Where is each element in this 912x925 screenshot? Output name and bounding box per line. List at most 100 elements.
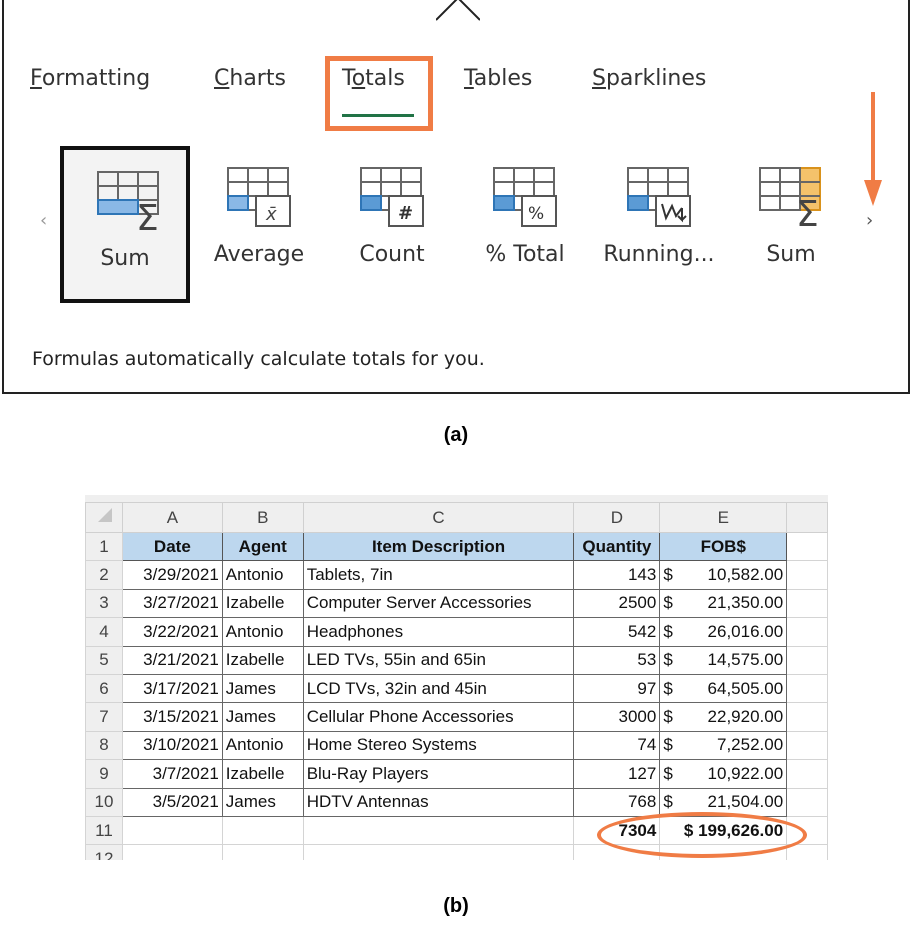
date-cell[interactable]: 3/29/2021	[121, 560, 223, 590]
empty-cell[interactable]	[786, 560, 828, 590]
header-cell[interactable]: Item Description	[302, 531, 575, 562]
item-description-cell[interactable]: Home Stereo Systems	[302, 730, 575, 761]
date-cell[interactable]: 3/15/2021	[121, 702, 223, 732]
empty-cell[interactable]	[786, 759, 828, 789]
empty-cell[interactable]	[786, 645, 828, 675]
tab-sparklines[interactable]: Sparklines	[592, 66, 707, 91]
fob-cell[interactable]: $10,922.00	[659, 759, 788, 789]
agent-cell[interactable]: Izabelle	[221, 588, 304, 619]
running-total-button[interactable]: Running...	[594, 146, 724, 303]
empty-cell[interactable]	[786, 531, 828, 562]
item-description-cell[interactable]: Tablets, 7in	[302, 560, 575, 590]
scroll-left-icon[interactable]: ‹	[40, 210, 48, 231]
column-header[interactable]: E	[659, 502, 788, 533]
header-cell[interactable]: Agent	[221, 531, 304, 562]
column-header[interactable]: B	[221, 502, 304, 533]
header-cell[interactable]: Date	[121, 531, 223, 562]
date-cell[interactable]: 3/27/2021	[121, 588, 223, 619]
fob-cell[interactable]: $14,575.00	[659, 645, 788, 675]
quantity-cell[interactable]: 2500	[573, 588, 661, 619]
select-all-corner[interactable]	[85, 502, 123, 533]
fob-cell[interactable]: $10,582.00	[659, 560, 788, 590]
empty-cell[interactable]	[786, 588, 828, 619]
agent-cell[interactable]: Antonio	[221, 560, 304, 590]
agent-cell[interactable]: Antonio	[221, 617, 304, 647]
empty-cell[interactable]	[786, 617, 828, 647]
quantity-cell[interactable]: 143	[573, 560, 661, 590]
empty-cell[interactable]	[786, 787, 828, 817]
agent-cell[interactable]: James	[221, 787, 304, 817]
empty-cell[interactable]	[786, 702, 828, 732]
row-header[interactable]: 4	[85, 617, 123, 647]
header-cell[interactable]: Quantity	[573, 531, 661, 562]
agent-cell[interactable]: Izabelle	[221, 759, 304, 789]
item-description-cell[interactable]: Headphones	[302, 617, 575, 647]
quantity-cell[interactable]: 127	[573, 759, 661, 789]
tab-charts[interactable]: Charts	[214, 66, 286, 91]
quantity-cell[interactable]: 768	[573, 787, 661, 817]
sum-button[interactable]: Σ Sum	[60, 146, 190, 303]
empty-cell[interactable]	[786, 844, 828, 860]
row-header[interactable]: 5	[85, 645, 123, 675]
header-cell[interactable]: FOB$	[659, 531, 788, 562]
date-cell[interactable]: 3/5/2021	[121, 787, 223, 817]
scroll-right-icon[interactable]: ›	[866, 210, 874, 231]
tab-tables[interactable]: Tables	[464, 66, 533, 91]
agent-cell[interactable]: Izabelle	[221, 645, 304, 675]
tab-totals[interactable]: Totals	[342, 66, 405, 91]
quantity-cell[interactable]: 542	[573, 617, 661, 647]
empty-cell[interactable]	[302, 815, 575, 846]
average-icon: x̄	[227, 167, 291, 227]
agent-cell[interactable]: Antonio	[221, 730, 304, 761]
row-header[interactable]: 9	[85, 759, 123, 789]
row-header[interactable]: 7	[85, 702, 123, 732]
fob-cell[interactable]: $7,252.00	[659, 730, 788, 761]
item-description-cell[interactable]: Blu-Ray Players	[302, 759, 575, 789]
date-cell[interactable]: 3/10/2021	[121, 730, 223, 761]
fob-cell[interactable]: $64,505.00	[659, 673, 788, 704]
row-header[interactable]: 1	[85, 531, 123, 562]
row-header[interactable]: 10	[85, 787, 123, 817]
row-header[interactable]: 2	[85, 560, 123, 590]
agent-cell[interactable]: James	[221, 702, 304, 732]
item-description-cell[interactable]: HDTV Antennas	[302, 787, 575, 817]
agent-cell[interactable]: James	[221, 673, 304, 704]
column-header[interactable]: D	[573, 502, 661, 533]
empty-cell[interactable]	[121, 844, 223, 860]
row-header[interactable]: 11	[85, 815, 123, 846]
row-header[interactable]: 8	[85, 730, 123, 761]
average-button[interactable]: x̄ Average	[194, 146, 324, 303]
percent-total-button[interactable]: % % Total	[460, 146, 590, 303]
date-cell[interactable]: 3/17/2021	[121, 673, 223, 704]
column-header[interactable]	[786, 502, 828, 533]
item-description-cell[interactable]: Computer Server Accessories	[302, 588, 575, 619]
item-description-cell[interactable]: LED TVs, 55in and 65in	[302, 645, 575, 675]
empty-cell[interactable]	[786, 673, 828, 704]
fob-cell[interactable]: $22,920.00	[659, 702, 788, 732]
quantity-cell[interactable]: 97	[573, 673, 661, 704]
date-cell[interactable]: 3/21/2021	[121, 645, 223, 675]
fob-cell[interactable]: $26,016.00	[659, 617, 788, 647]
date-cell[interactable]: 3/7/2021	[121, 759, 223, 789]
empty-cell[interactable]	[786, 730, 828, 761]
empty-cell[interactable]	[302, 844, 575, 860]
item-description-cell[interactable]: Cellular Phone Accessories	[302, 702, 575, 732]
item-description-cell[interactable]: LCD TVs, 32in and 45in	[302, 673, 575, 704]
tab-formatting[interactable]: Formatting	[30, 66, 151, 91]
row-header[interactable]: 6	[85, 673, 123, 704]
date-cell[interactable]: 3/22/2021	[121, 617, 223, 647]
row-header[interactable]: 12	[85, 844, 123, 860]
empty-cell[interactable]	[221, 844, 304, 860]
sum-columns-button[interactable]: Σ Sum	[726, 146, 856, 303]
empty-cell[interactable]	[221, 815, 304, 846]
empty-cell[interactable]	[121, 815, 223, 846]
quantity-cell[interactable]: 74	[573, 730, 661, 761]
column-header[interactable]: A	[121, 502, 223, 533]
quantity-cell[interactable]: 3000	[573, 702, 661, 732]
column-header[interactable]: C	[302, 502, 575, 533]
count-button[interactable]: # Count	[327, 146, 457, 303]
row-header[interactable]: 3	[85, 588, 123, 619]
svg-text:Σ: Σ	[796, 194, 819, 230]
quantity-cell[interactable]: 53	[573, 645, 661, 675]
fob-cell[interactable]: $21,350.00	[659, 588, 788, 619]
